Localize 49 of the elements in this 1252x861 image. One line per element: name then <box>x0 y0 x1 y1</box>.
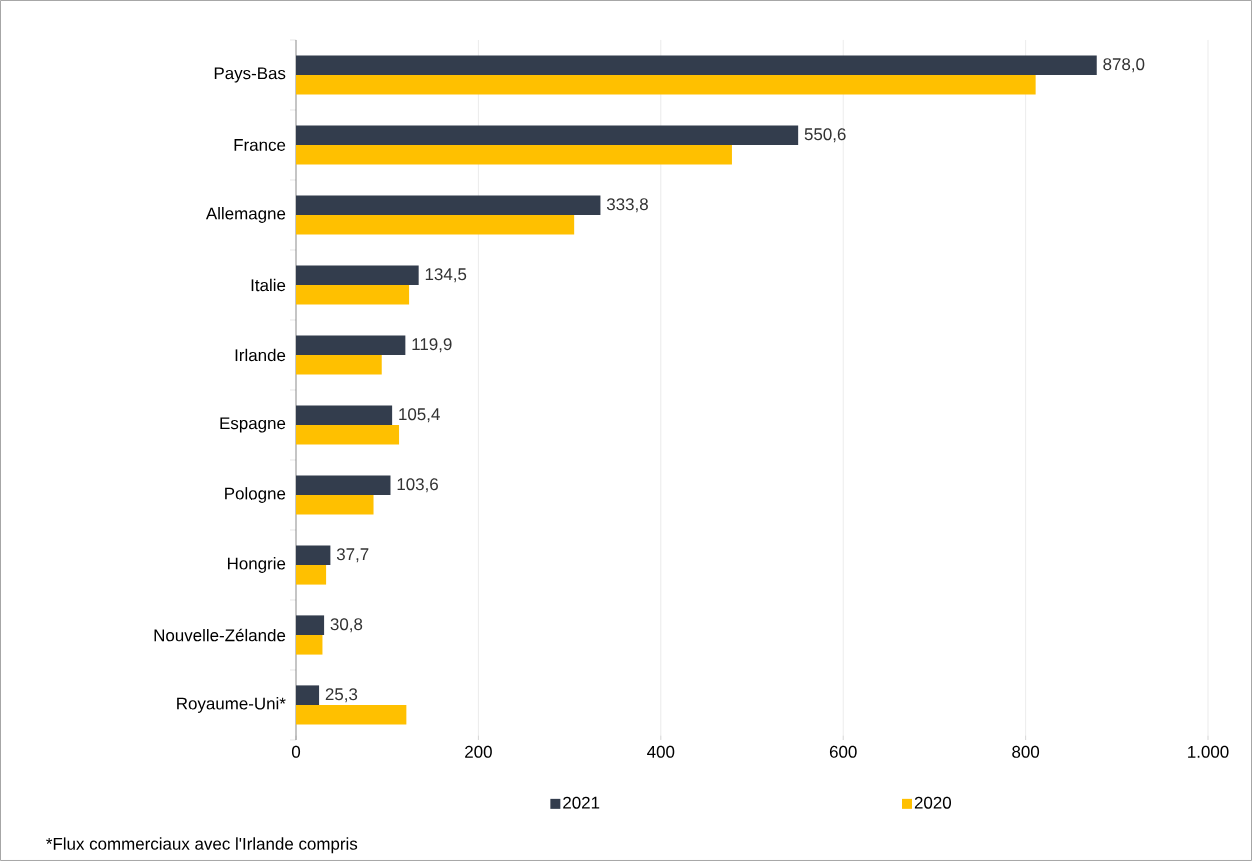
bar <box>296 74 1036 95</box>
y-tick-label: Irlande <box>235 348 286 362</box>
data-label: 37,7 <box>336 548 369 563</box>
bar <box>296 125 799 145</box>
x-tick-label: 200 <box>465 745 492 758</box>
data-label: 103,6 <box>397 478 438 493</box>
y-tick-label: Italie <box>251 278 286 292</box>
bar <box>296 335 406 355</box>
bar <box>296 214 575 235</box>
bar <box>296 195 601 215</box>
bar <box>296 354 382 375</box>
y-tick-label: Royaume-Uni* <box>177 697 286 713</box>
data-label: 134,5 <box>425 268 467 283</box>
bar <box>296 265 419 285</box>
y-tick-label: Hongrie <box>227 557 286 573</box>
bar <box>296 685 320 705</box>
bar <box>296 284 410 305</box>
y-tick-label: Espagne <box>220 417 286 433</box>
x-tick-label: 800 <box>1012 745 1040 758</box>
data-label: 119,9 <box>412 338 452 353</box>
bar <box>296 634 323 655</box>
y-tick-label: Pays-Bas <box>214 67 286 83</box>
x-tick-label: 600 <box>829 745 857 758</box>
data-label: 333,8 <box>606 198 648 213</box>
bar <box>296 564 327 585</box>
bar <box>296 424 400 445</box>
text: *Flux commerciaux avec l'Irlande compris <box>46 837 358 854</box>
x-tick-label: 400 <box>647 745 675 758</box>
y-tick-label: Pologne <box>225 487 286 503</box>
bar <box>296 405 393 425</box>
bar <box>296 545 331 565</box>
data-label: 105,4 <box>399 408 440 423</box>
bar <box>296 55 1097 75</box>
bar <box>296 615 325 635</box>
legend-label: 2020 <box>914 796 952 809</box>
data-label: 550,6 <box>804 128 846 143</box>
legend-label: 2021 <box>563 796 600 809</box>
bar <box>296 494 374 515</box>
x-tick-label: 1.000 <box>1188 745 1229 758</box>
data-label: 878,0 <box>1103 58 1145 73</box>
bar <box>296 475 391 495</box>
bar <box>296 144 732 165</box>
x-tick-label: 0 <box>291 745 301 758</box>
y-tick-label: France <box>234 139 286 151</box>
data-label: 30,8 <box>330 618 363 633</box>
y-tick-label: Allemagne <box>205 207 286 223</box>
y-tick-label: Nouvelle-Zélande <box>154 628 286 642</box>
bar <box>296 705 407 725</box>
data-label: 25,3 <box>325 688 358 703</box>
